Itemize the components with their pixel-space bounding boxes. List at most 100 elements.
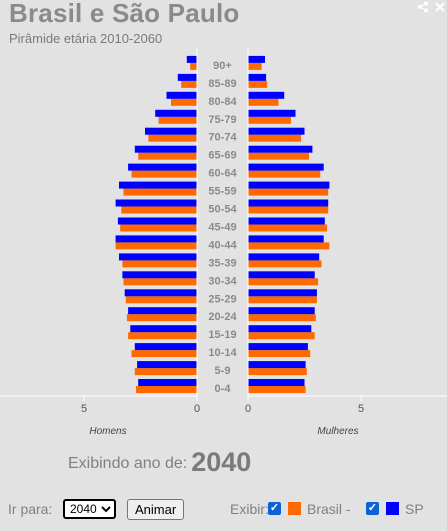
animate-button[interactable]: Animar xyxy=(127,499,185,520)
bar-homens-sp-60-64 xyxy=(128,163,197,171)
bar-homens-brasil-65-69 xyxy=(138,152,197,160)
age-label-60-64: 60-64 xyxy=(208,168,237,180)
bars-homens xyxy=(115,55,197,393)
bar-homens-sp-15-19 xyxy=(130,325,197,333)
bar-homens-sp-45-49 xyxy=(117,217,197,225)
bars-mulheres xyxy=(248,55,330,393)
bar-homens-brasil-60-64 xyxy=(131,170,197,178)
bar-mulheres-brasil-90+ xyxy=(248,62,262,70)
bar-mulheres-brasil-65-69 xyxy=(248,152,309,160)
showing-label: Exibindo ano de: xyxy=(68,455,188,472)
age-label-10-14: 10-14 xyxy=(208,347,237,359)
bar-mulheres-sp-70-74 xyxy=(248,127,305,135)
bar-mulheres-sp-0-4 xyxy=(248,379,305,386)
tick-label-left-0: 0 xyxy=(194,403,200,415)
bar-mulheres-sp-25-29 xyxy=(248,289,317,297)
bar-homens-sp-85-89 xyxy=(177,73,197,81)
bar-mulheres-sp-5-9 xyxy=(248,361,306,369)
bar-homens-brasil-30-34 xyxy=(123,278,197,286)
bar-mulheres-brasil-35-39 xyxy=(248,260,322,268)
sp-label: SP xyxy=(405,501,424,517)
bar-homens-brasil-80-84 xyxy=(171,98,197,106)
bar-mulheres-brasil-30-34 xyxy=(248,278,319,286)
bar-mulheres-brasil-5-9 xyxy=(248,368,307,376)
bar-mulheres-sp-35-39 xyxy=(248,253,320,261)
bar-homens-brasil-75-79 xyxy=(158,116,197,124)
age-label-20-24: 20-24 xyxy=(208,311,237,323)
bar-homens-sp-55-59 xyxy=(119,181,197,189)
bar-homens-sp-75-79 xyxy=(155,109,197,117)
tick-label-left-5: 5 xyxy=(81,403,87,415)
bar-mulheres-sp-50-54 xyxy=(248,199,329,207)
showing-year: Exibindo ano de: 2040 xyxy=(68,447,251,478)
bar-homens-brasil-70-74 xyxy=(148,134,197,142)
bar-mulheres-brasil-70-74 xyxy=(248,134,302,142)
bar-homens-sp-50-54 xyxy=(115,199,197,207)
age-label-35-39: 35-39 xyxy=(208,257,236,269)
bar-mulheres-brasil-40-44 xyxy=(248,242,330,250)
age-label-50-54: 50-54 xyxy=(208,204,237,216)
bar-homens-sp-20-24 xyxy=(128,307,197,315)
bar-homens-sp-25-29 xyxy=(124,289,197,297)
bar-mulheres-brasil-55-59 xyxy=(248,188,329,196)
age-label-75-79: 75-79 xyxy=(208,114,236,126)
tick-label-right-0: 0 xyxy=(245,403,251,415)
bar-homens-sp-90+ xyxy=(186,55,197,63)
brasil-checkbox[interactable]: ✓ xyxy=(268,502,281,515)
bar-homens-brasil-45-49 xyxy=(120,224,197,232)
bar-mulheres-sp-65-69 xyxy=(248,145,313,153)
age-label-55-59: 55-59 xyxy=(208,186,236,198)
bar-mulheres-sp-40-44 xyxy=(248,235,324,243)
bar-mulheres-brasil-60-64 xyxy=(248,170,321,178)
brasil-label: Brasil - xyxy=(307,501,351,517)
bar-mulheres-sp-85-89 xyxy=(248,73,267,81)
corner-icons xyxy=(415,0,445,18)
bar-homens-sp-5-9 xyxy=(137,361,197,369)
age-label-5-9: 5-9 xyxy=(215,365,231,377)
bar-mulheres-sp-90+ xyxy=(248,55,265,63)
brasil-color-swatch xyxy=(288,502,301,515)
bar-homens-sp-0-4 xyxy=(138,379,197,386)
population-pyramid: 0-4 5-9 10-14 15-19 20-24 25-29 30-34 35-39 40-4… xyxy=(0,48,447,437)
bar-mulheres-sp-20-24 xyxy=(248,307,315,315)
age-label-0-4: 0-4 xyxy=(215,383,232,395)
bar-homens-brasil-50-54 xyxy=(121,206,197,214)
age-label-30-34: 30-34 xyxy=(208,275,237,287)
close-icon[interactable] xyxy=(435,0,445,18)
bar-mulheres-sp-60-64 xyxy=(248,163,324,171)
bar-homens-brasil-25-29 xyxy=(125,296,197,304)
go-to-label: Ir para: xyxy=(8,501,53,517)
bar-mulheres-sp-75-79 xyxy=(248,109,296,117)
bar-homens-brasil-55-59 xyxy=(123,188,197,196)
bar-mulheres-brasil-75-79 xyxy=(248,116,291,124)
bar-homens-sp-70-74 xyxy=(145,127,197,135)
age-label-90+: 90+ xyxy=(213,60,232,72)
bar-mulheres-brasil-0-4 xyxy=(248,386,306,393)
bar-homens-brasil-10-14 xyxy=(131,350,197,358)
age-label-15-19: 15-19 xyxy=(208,329,236,341)
bar-homens-sp-65-69 xyxy=(134,145,197,153)
bar-homens-sp-10-14 xyxy=(134,343,197,351)
age-label-85-89: 85-89 xyxy=(208,78,236,90)
share-icon[interactable] xyxy=(417,0,429,18)
age-label-80-84: 80-84 xyxy=(208,96,237,108)
bar-mulheres-brasil-80-84 xyxy=(248,98,279,106)
chart-title: Brasil e São Paulo xyxy=(9,0,240,28)
bar-mulheres-sp-45-49 xyxy=(248,217,325,225)
age-label-65-69: 65-69 xyxy=(208,150,236,162)
bar-mulheres-brasil-45-49 xyxy=(248,224,328,232)
mulheres-label: Mulheres xyxy=(317,426,358,437)
show-label: Exibir: xyxy=(230,501,269,517)
bar-homens-brasil-90+ xyxy=(190,62,197,70)
year-select[interactable]: 2040 xyxy=(63,499,116,519)
homens-label: Homens xyxy=(89,426,126,437)
bar-mulheres-brasil-15-19 xyxy=(248,332,315,340)
sp-checkbox[interactable]: ✓ xyxy=(366,502,379,515)
bar-mulheres-sp-10-14 xyxy=(248,343,308,351)
bar-homens-sp-40-44 xyxy=(115,235,197,243)
bar-homens-brasil-20-24 xyxy=(126,314,197,322)
bar-mulheres-brasil-50-54 xyxy=(248,206,329,214)
bar-mulheres-brasil-85-89 xyxy=(248,80,268,88)
bar-homens-brasil-15-19 xyxy=(128,332,197,340)
year-value: 2040 xyxy=(191,447,252,477)
